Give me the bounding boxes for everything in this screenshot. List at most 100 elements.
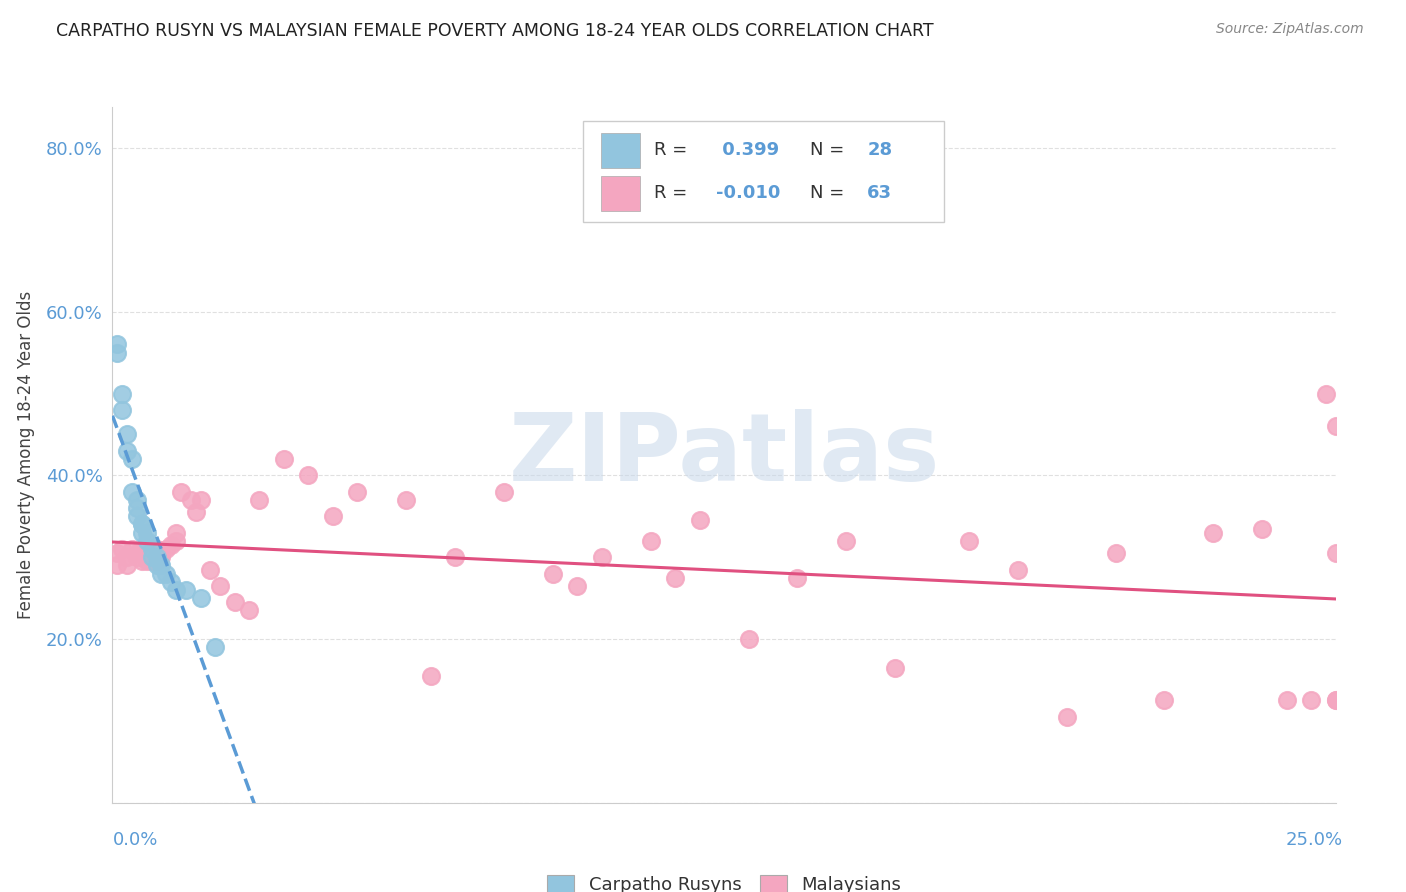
Point <box>150 546 173 560</box>
Point <box>135 546 157 560</box>
Point <box>238 603 260 617</box>
Point <box>273 452 295 467</box>
Point <box>150 550 173 565</box>
Point <box>786 571 808 585</box>
Point <box>131 525 153 540</box>
Text: -0.010: -0.010 <box>716 185 780 202</box>
Point <box>224 595 246 609</box>
Point <box>131 546 153 560</box>
Point <box>209 579 232 593</box>
Point <box>1324 419 1347 434</box>
Point <box>145 558 167 573</box>
FancyBboxPatch shape <box>600 133 640 168</box>
Point <box>125 546 148 560</box>
Point <box>121 452 143 467</box>
Point <box>346 484 368 499</box>
Text: CARPATHO RUSYN VS MALAYSIAN FEMALE POVERTY AMONG 18-24 YEAR OLDS CORRELATION CHA: CARPATHO RUSYN VS MALAYSIAN FEMALE POVER… <box>56 22 934 40</box>
Point <box>184 505 207 519</box>
Point <box>115 558 138 573</box>
Point <box>297 468 319 483</box>
Point <box>105 337 128 351</box>
Point <box>689 513 711 527</box>
Point <box>125 509 148 524</box>
Point <box>125 501 148 516</box>
Point <box>1315 386 1337 401</box>
Point <box>174 582 197 597</box>
Point <box>125 550 148 565</box>
Point <box>160 574 183 589</box>
Point <box>567 579 589 593</box>
Text: N =: N = <box>810 141 849 159</box>
Point <box>111 386 134 401</box>
Point <box>664 571 686 585</box>
Point <box>115 427 138 442</box>
Text: R =: R = <box>654 141 693 159</box>
Point <box>165 533 187 548</box>
Point <box>180 492 202 507</box>
Point <box>125 492 148 507</box>
Point <box>395 492 418 507</box>
Text: N =: N = <box>810 185 849 202</box>
Point <box>170 484 193 499</box>
Text: Source: ZipAtlas.com: Source: ZipAtlas.com <box>1216 22 1364 37</box>
Point <box>1056 710 1078 724</box>
Point <box>835 533 858 548</box>
Point <box>165 525 187 540</box>
Point <box>150 558 173 573</box>
Point <box>105 558 128 573</box>
Point <box>150 566 173 581</box>
Point <box>247 492 270 507</box>
Point <box>492 484 515 499</box>
Point <box>204 640 226 655</box>
Point <box>121 542 143 557</box>
Text: 63: 63 <box>868 185 893 202</box>
Point <box>111 542 134 557</box>
Point <box>1324 546 1347 560</box>
Point <box>1324 693 1347 707</box>
Point <box>419 669 441 683</box>
Point <box>141 542 163 557</box>
Point <box>200 562 222 576</box>
Point <box>131 517 153 532</box>
Point <box>1275 693 1298 707</box>
Point <box>1153 693 1175 707</box>
Point <box>135 533 157 548</box>
Point <box>190 492 212 507</box>
Text: ZIPatlas: ZIPatlas <box>509 409 939 501</box>
Point <box>105 546 128 560</box>
Point <box>131 554 153 568</box>
Legend: Carpatho Rusyns, Malaysians: Carpatho Rusyns, Malaysians <box>540 868 908 892</box>
Point <box>1324 693 1347 707</box>
Point <box>165 582 187 597</box>
Point <box>145 550 167 565</box>
Point <box>141 550 163 565</box>
Point <box>135 554 157 568</box>
Point <box>957 533 980 548</box>
Point <box>1301 693 1323 707</box>
Point <box>155 542 177 557</box>
Point <box>541 566 564 581</box>
Point <box>115 443 138 458</box>
Point <box>145 554 167 568</box>
Point <box>111 403 134 417</box>
Text: 0.399: 0.399 <box>716 141 779 159</box>
Point <box>1202 525 1225 540</box>
Point <box>190 591 212 606</box>
Point <box>135 525 157 540</box>
Point <box>444 550 467 565</box>
Point <box>155 566 177 581</box>
Point <box>160 538 183 552</box>
Point <box>1007 562 1029 576</box>
Point <box>737 632 759 646</box>
FancyBboxPatch shape <box>583 121 945 222</box>
Point <box>322 509 344 524</box>
FancyBboxPatch shape <box>600 176 640 211</box>
Point <box>145 542 167 557</box>
Text: 25.0%: 25.0% <box>1285 831 1343 849</box>
Point <box>141 550 163 565</box>
Point <box>141 554 163 568</box>
Point <box>121 484 143 499</box>
Point <box>1104 546 1126 560</box>
Point <box>640 533 662 548</box>
Point <box>591 550 613 565</box>
